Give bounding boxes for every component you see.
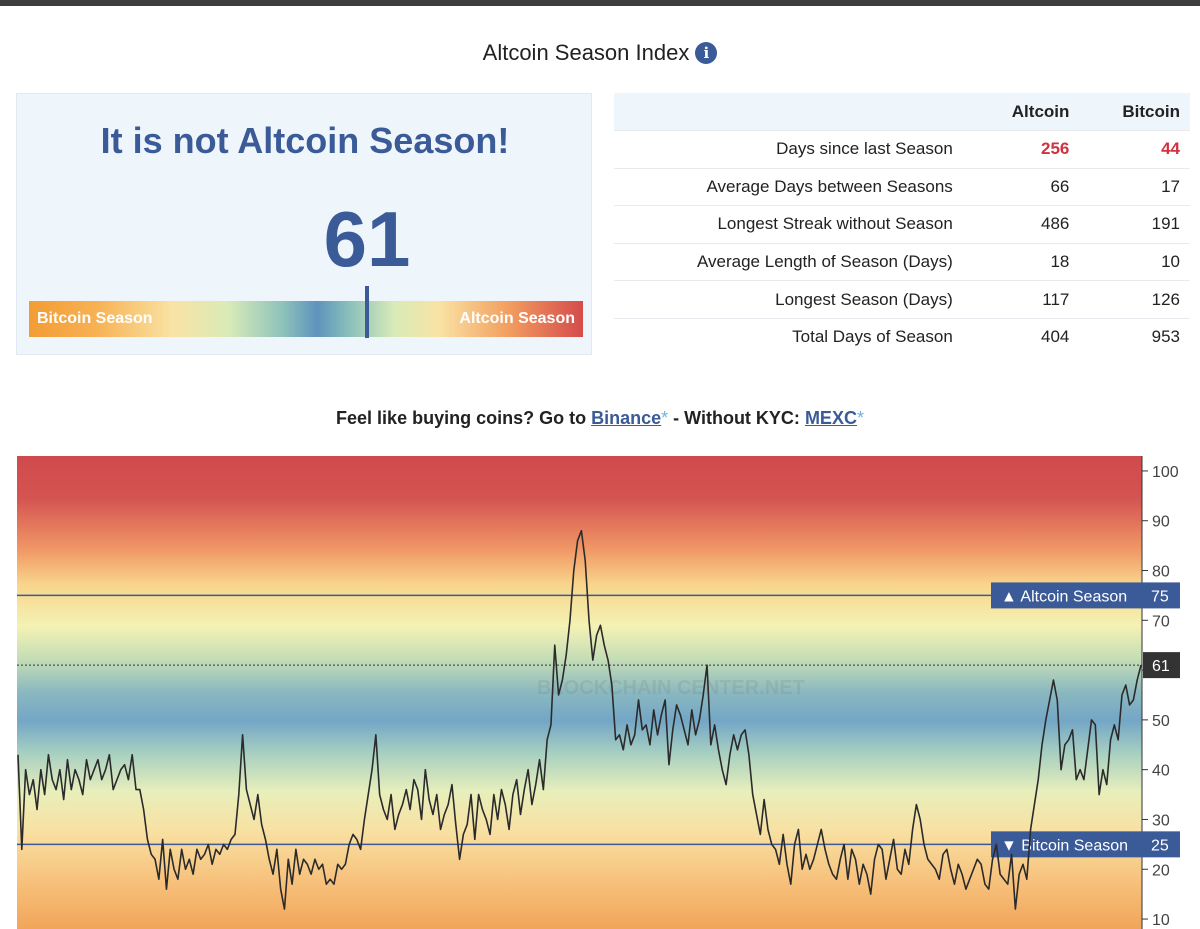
gauge-right-label: Altcoin Season — [459, 310, 575, 327]
stats-row-bitcoin: 191 — [1079, 205, 1190, 244]
stats-row-label: Longest Streak without Season — [614, 205, 969, 244]
y-tick-label: 100 — [1152, 464, 1179, 481]
threshold-badge — [991, 831, 1180, 858]
season-gauge: Bitcoin Season Altcoin Season — [29, 286, 583, 338]
stats-row-bitcoin: 10 — [1079, 242, 1190, 281]
binance-link[interactable]: Binance — [591, 408, 662, 428]
series-line — [17, 529, 1142, 910]
top-bar — [0, 0, 1200, 6]
stats-row-altcoin: 486 — [968, 205, 1080, 244]
stats-row-label: Average Days between Seasons — [614, 167, 969, 206]
mexc-star: * — [856, 408, 864, 428]
binance-star: * — [661, 408, 669, 428]
stats-row: Longest Streak without Season 486 191 — [614, 205, 1190, 244]
promo-middle: - Without KYC: — [668, 408, 805, 428]
stats-row-label: Average Length of Season (Days) — [614, 242, 969, 281]
stats-header-bitcoin: Bitcoin — [1079, 93, 1190, 131]
stats-header-label — [614, 93, 969, 131]
index-value: 61 — [323, 195, 411, 283]
page-title: Altcoin Season Index i — [0, 40, 1200, 66]
threshold-badge — [991, 582, 1180, 609]
gauge-left-label: Bitcoin Season — [37, 310, 153, 327]
info-icon[interactable]: i — [695, 42, 718, 64]
stats-header-altcoin: Altcoin — [968, 93, 1080, 131]
altcoin-season-chart: BLOCKCHAIN CENTER.NET 102030405060708090… — [17, 456, 1200, 929]
threshold-value: 75 — [1151, 588, 1169, 605]
stats-row-bitcoin: 44 — [1079, 130, 1190, 169]
stats-header-row: Altcoin Bitcoin — [614, 93, 1190, 131]
threshold-value: 25 — [1151, 837, 1169, 854]
stats-row: Days since last Season 256 44 — [614, 130, 1190, 169]
y-tick-label: 90 — [1152, 514, 1170, 531]
y-tick-label: 10 — [1152, 912, 1170, 929]
threshold-label: ▼ Bitcoin Season — [1001, 837, 1128, 854]
threshold-label: ▲ Altcoin Season — [1001, 588, 1127, 605]
stats-row-altcoin: 117 — [968, 280, 1080, 319]
chart-watermark: BLOCKCHAIN CENTER.NET — [537, 677, 805, 699]
page-title-text: Altcoin Season Index — [482, 40, 690, 65]
y-tick-label: 80 — [1152, 564, 1170, 581]
promo-prefix: Feel like buying coins? Go to — [336, 408, 592, 428]
y-tick-label: 30 — [1152, 812, 1170, 829]
stats-row-bitcoin: 17 — [1079, 167, 1190, 206]
y-axis-ticks: 102030405060708090100 — [1142, 464, 1179, 929]
stats-row: Average Length of Season (Days) 18 10 — [614, 242, 1190, 281]
season-stats-table: Altcoin Bitcoin Days since last Season 2… — [614, 93, 1190, 356]
stats-row-altcoin: 18 — [968, 242, 1080, 281]
stats-row-altcoin: 404 — [968, 317, 1080, 356]
y-tick-label: 50 — [1152, 713, 1170, 730]
stats-row-label: Longest Season (Days) — [614, 280, 969, 319]
current-value-label: 61 — [1152, 658, 1170, 675]
current-value-marker: 61 — [17, 652, 1180, 679]
season-status-card: It is not Altcoin Season! 61 Bitcoin Sea… — [16, 93, 592, 355]
stats-row-label: Total Days of Season — [614, 317, 969, 356]
stats-row: Average Days between Seasons 66 17 — [614, 167, 1190, 206]
stats-row-bitcoin: 126 — [1079, 280, 1190, 319]
stats-row-label: Days since last Season — [614, 130, 969, 169]
stats-row-altcoin: 66 — [968, 167, 1080, 206]
y-axis-panel — [1142, 456, 1200, 929]
y-tick-label: 40 — [1152, 763, 1170, 780]
stats-row: Longest Season (Days) 117 126 — [614, 280, 1190, 319]
gauge-marker — [364, 286, 369, 338]
y-tick-label: 20 — [1152, 862, 1170, 879]
stats-row-bitcoin: 953 — [1079, 317, 1190, 356]
y-tick-label: 70 — [1152, 613, 1170, 630]
threshold-lines: ▲ Altcoin Season 75 ▼ Bitcoin Season 25 — [17, 582, 1180, 858]
current-value-badge — [1143, 652, 1180, 679]
stats-row-altcoin: 256 — [968, 130, 1080, 169]
promo-line: Feel like buying coins? Go to Binance* -… — [0, 408, 1200, 429]
chart-svg: BLOCKCHAIN CENTER.NET 102030405060708090… — [17, 456, 1200, 929]
stats-row: Total Days of Season 404 953 — [614, 317, 1190, 356]
season-status-message: It is not Altcoin Season! — [100, 120, 510, 161]
mexc-link[interactable]: MEXC — [804, 408, 857, 428]
